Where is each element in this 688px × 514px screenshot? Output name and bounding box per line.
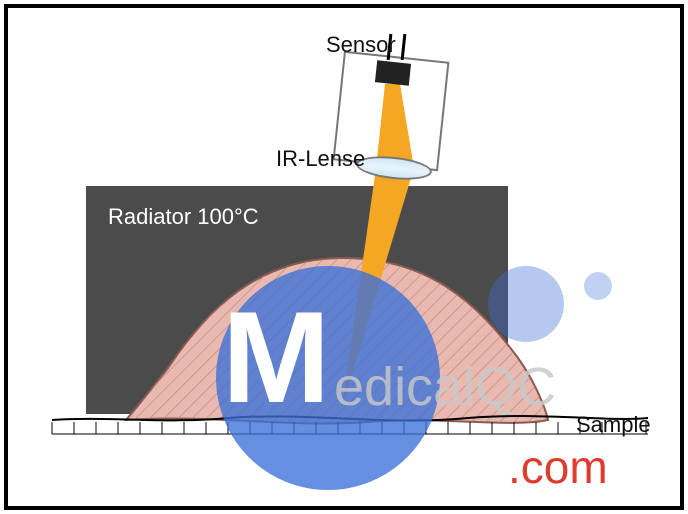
watermark-circle-small [584, 272, 612, 300]
watermark-letter-m: M [222, 292, 330, 422]
outer-frame: Radiator 100°C Sensor IR-Lense S [4, 4, 684, 510]
watermark-dotcom: .com [508, 440, 608, 494]
watermark-circle-medium [488, 266, 564, 342]
watermark-text-rest: edicalQC [334, 356, 556, 418]
diagram-stage: Radiator 100°C Sensor IR-Lense S [8, 8, 680, 506]
